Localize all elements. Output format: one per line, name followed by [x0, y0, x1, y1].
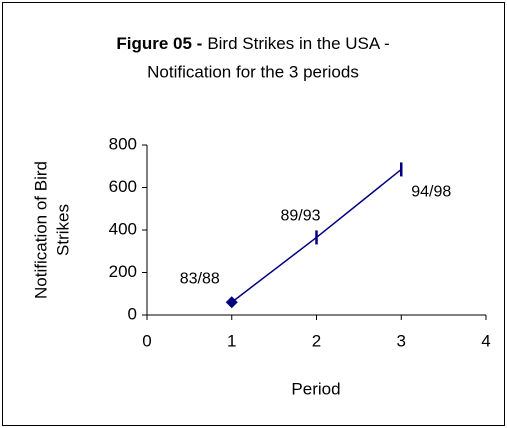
data-label: 94/98: [411, 184, 451, 201]
y-tick-label: 400: [109, 219, 137, 238]
data-label: 89/93: [280, 208, 320, 225]
subtitle-line: Notification for the 3 periods: [147, 62, 359, 81]
y-axis-label: Notification of Bird Strikes: [31, 161, 72, 299]
chart-title: Figure 05 - Bird Strikes in the USA -: [116, 34, 389, 53]
y-tick-label: 200: [109, 262, 137, 281]
x-tick-label: 2: [312, 331, 321, 350]
y-tick-label: 600: [109, 177, 137, 196]
y-tick-label: 0: [128, 304, 137, 323]
x-tick-label: 1: [227, 331, 236, 350]
y-axis-label-line: Notification of Bird: [31, 161, 50, 299]
title-bold: Figure 05 -: [116, 34, 202, 53]
x-tick-label: 4: [481, 331, 490, 350]
y-tick-label: 800: [109, 134, 137, 153]
y-axis-label-line: Strikes: [53, 204, 72, 256]
x-tick-label: 3: [397, 331, 406, 350]
x-axis-label: Period: [291, 379, 340, 398]
marker: [225, 296, 238, 309]
subtitle-line: Bird Strikes in the USA -: [207, 34, 389, 53]
data-label: 83/88: [180, 270, 220, 287]
x-tick-label: 0: [142, 331, 151, 350]
